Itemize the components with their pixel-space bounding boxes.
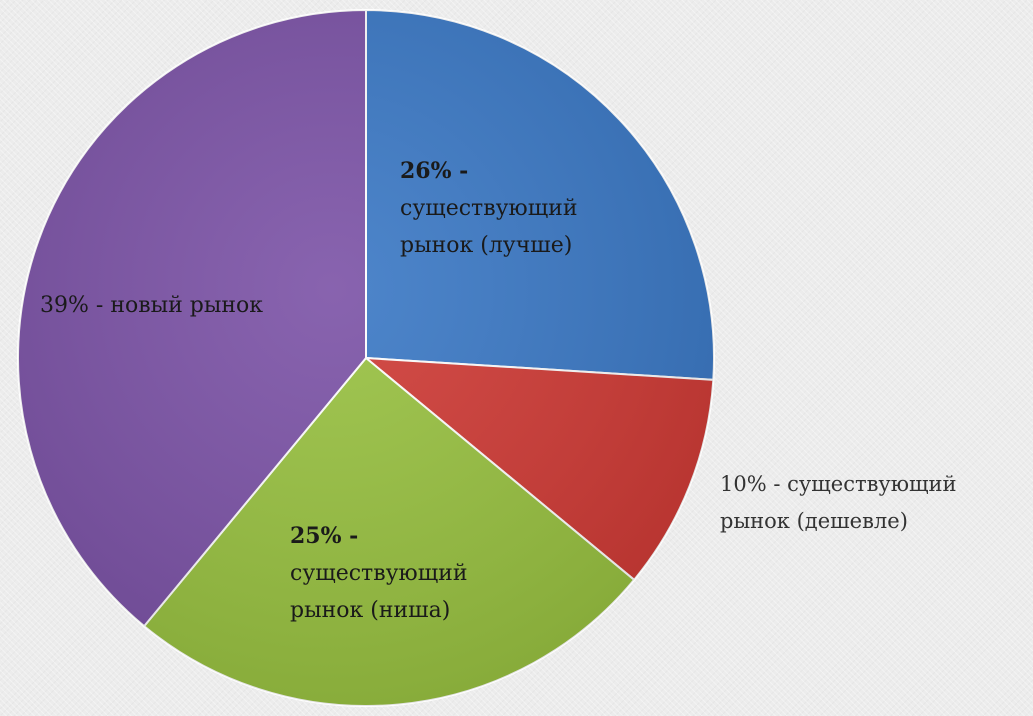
slice-label-existing-better: 26% - существующий рынок (лучше) [400,153,578,264]
slice-text-existing-better-line1: существующий [400,196,578,221]
slice-pct-existing-better: 26% - [400,158,469,184]
slice-text-existing-cheaper-line1: рынок (дешевле) [720,509,908,533]
slice-label-new-market: 39% - новый рынок [40,287,263,324]
slice-text-new-market: 39% - новый рынок [40,293,264,318]
slice-text-existing-niche-line2: рынок (ниша) [290,598,451,623]
slice-pct-existing-niche: 25% - [290,523,359,549]
slice-label-existing-cheaper: 10% - существующий рынок (дешевле) [720,466,957,540]
slice-text-existing-better-line2: рынок (лучше) [400,233,573,258]
slice-label-existing-niche: 25% - существующий рынок (ниша) [290,518,468,629]
slice-text-existing-niche-line1: существующий [290,561,468,586]
slice-pct-existing-cheaper: 10% - существующий [720,472,957,496]
